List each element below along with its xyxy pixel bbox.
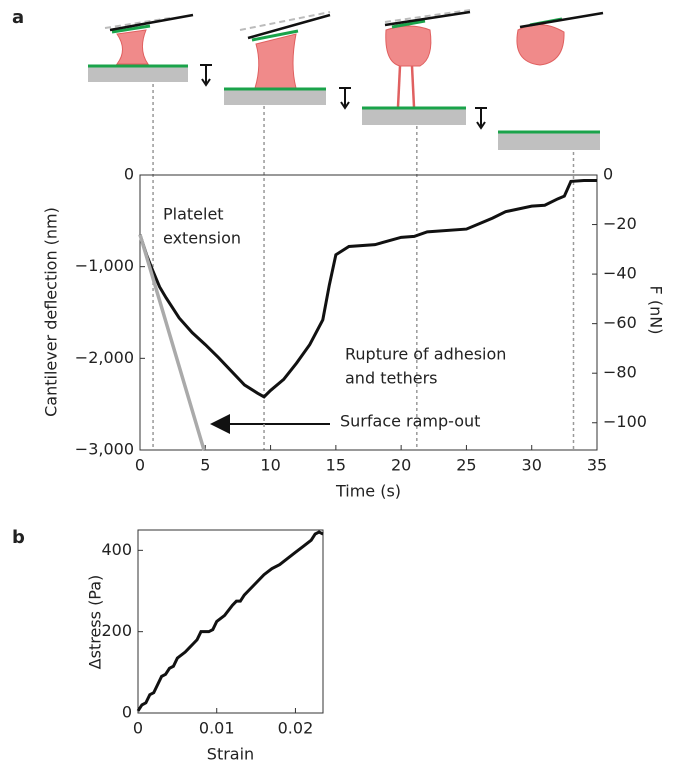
x-tick-label: 0.01	[199, 719, 235, 738]
x-tick-label: 0.02	[278, 719, 314, 738]
data-line	[138, 179, 597, 399]
y2-tick-label: −80	[603, 363, 637, 382]
y2-tick-label: −60	[603, 313, 637, 332]
x-axis-label: Time (s)	[335, 482, 401, 501]
y-tick-label: −1,000	[75, 256, 134, 275]
plot-frame	[137, 529, 324, 714]
x-tick-label: 25	[456, 456, 476, 475]
x-tick-label: 15	[326, 456, 346, 475]
cell	[385, 25, 432, 67]
y-tick-label: 0	[122, 703, 132, 722]
x-tick-label: 10	[260, 456, 280, 475]
panel-label: b	[12, 527, 25, 548]
y-tick-label: 0	[124, 165, 134, 184]
annotation: Surface ramp-out	[340, 412, 480, 431]
x-tick-label: 30	[522, 456, 542, 475]
x-tick-label: 0	[135, 456, 145, 475]
cell	[254, 33, 297, 89]
data-line	[136, 530, 324, 712]
x-tick-label: 0	[133, 719, 143, 738]
y-tick-label: 400	[101, 540, 132, 559]
annotation: extension	[163, 229, 241, 248]
data-line	[138, 234, 206, 451]
x-tick-label: 20	[391, 456, 411, 475]
plot-frame	[139, 174, 598, 451]
annotation: and tethers	[345, 369, 437, 388]
y2-tick-label: −40	[603, 264, 637, 283]
y-tick-label: 200	[101, 621, 132, 640]
schematic	[88, 9, 604, 150]
y-tick-label: −3,000	[75, 440, 134, 459]
y2-tick-label: 0	[603, 165, 613, 184]
y2-tick-label: −20	[603, 214, 637, 233]
y-axis-label: Δstress (Pa)	[86, 575, 105, 670]
x-tick-label: 5	[200, 456, 210, 475]
x-tick-label: 35	[587, 456, 607, 475]
y-axis-label: Cantilever deflection (nm)	[42, 207, 61, 417]
cell	[115, 29, 149, 65]
annotation: Platelet	[163, 205, 224, 224]
panel-label: a	[12, 7, 24, 28]
y-tick-label: −2,000	[75, 348, 134, 367]
cell	[516, 24, 565, 66]
y2-tick-label: −100	[603, 412, 647, 431]
annotation: Rupture of adhesion	[345, 345, 506, 364]
x-axis-label: Strain	[207, 745, 254, 764]
y2-axis-label: F (nN)	[647, 286, 666, 335]
